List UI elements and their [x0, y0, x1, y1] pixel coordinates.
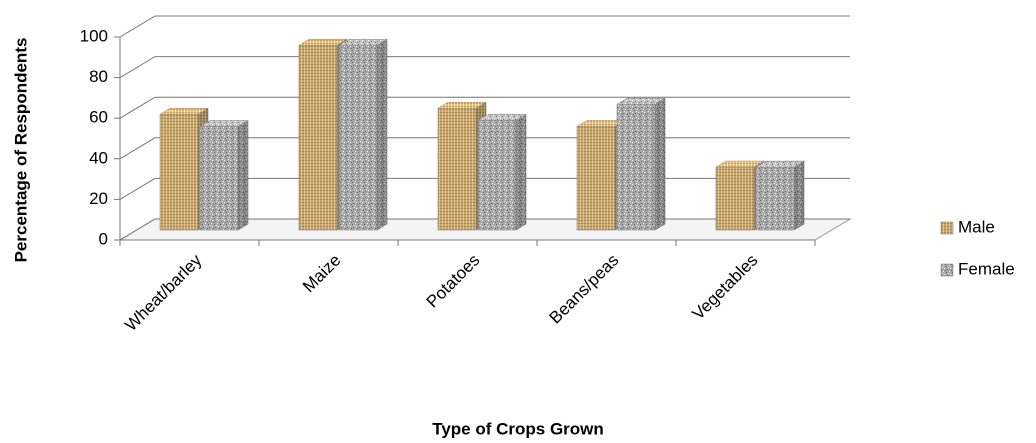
bar-front: [159, 114, 199, 231]
bar-front: [755, 166, 795, 231]
bar-top: [338, 39, 388, 46]
bar: [755, 160, 805, 231]
y-tick-label: 20: [89, 189, 108, 208]
bar-side: [376, 38, 388, 231]
bar-front: [715, 166, 755, 231]
x-tick-label: Vegetables: [689, 251, 762, 324]
grid-line: [119, 96, 850, 119]
legend-label: Male: [958, 217, 995, 236]
bar: [477, 113, 527, 231]
bar-side: [515, 113, 527, 231]
bar-front: [298, 45, 338, 231]
bar-top: [437, 101, 487, 109]
bar-top: [199, 120, 249, 127]
bar-side: [237, 120, 249, 231]
bar-front: [616, 103, 656, 231]
bar: [616, 97, 666, 231]
x-tick-label: Wheat/barley: [121, 250, 206, 335]
y-tick-label: 60: [89, 108, 108, 127]
y-tick-label: 100: [80, 26, 108, 45]
y-tick-label: 80: [89, 67, 108, 86]
bar-side: [793, 160, 805, 231]
y-tick-label: 40: [89, 148, 108, 167]
x-axis-title: Type of Crops Grown: [432, 419, 604, 438]
grid-line: [119, 15, 850, 38]
grid-line: [119, 56, 850, 79]
bar-front: [338, 45, 378, 231]
y-tick-label: 0: [99, 229, 108, 248]
bar-top: [755, 160, 805, 168]
bar-front: [437, 107, 477, 231]
bar-front: [477, 120, 517, 231]
bar-front: [199, 126, 239, 231]
x-tick-label: Maize: [299, 251, 345, 297]
legend-label: Female: [958, 259, 1015, 278]
x-tick-label: Potatoes: [423, 251, 484, 312]
legend-swatch: [940, 263, 954, 277]
bar-top: [477, 114, 527, 121]
bar: [199, 120, 249, 231]
bar: [338, 38, 388, 231]
bar-top: [616, 97, 666, 105]
y-axis-title: Percentage of Respondents: [11, 38, 30, 263]
x-tick-label: Beans/peas: [546, 251, 623, 328]
legend-swatch: [940, 221, 954, 235]
bar-front: [576, 126, 616, 231]
bar-side: [654, 97, 666, 231]
bar-top: [715, 160, 765, 168]
bar-top: [159, 108, 209, 115]
bar-top: [298, 39, 348, 46]
